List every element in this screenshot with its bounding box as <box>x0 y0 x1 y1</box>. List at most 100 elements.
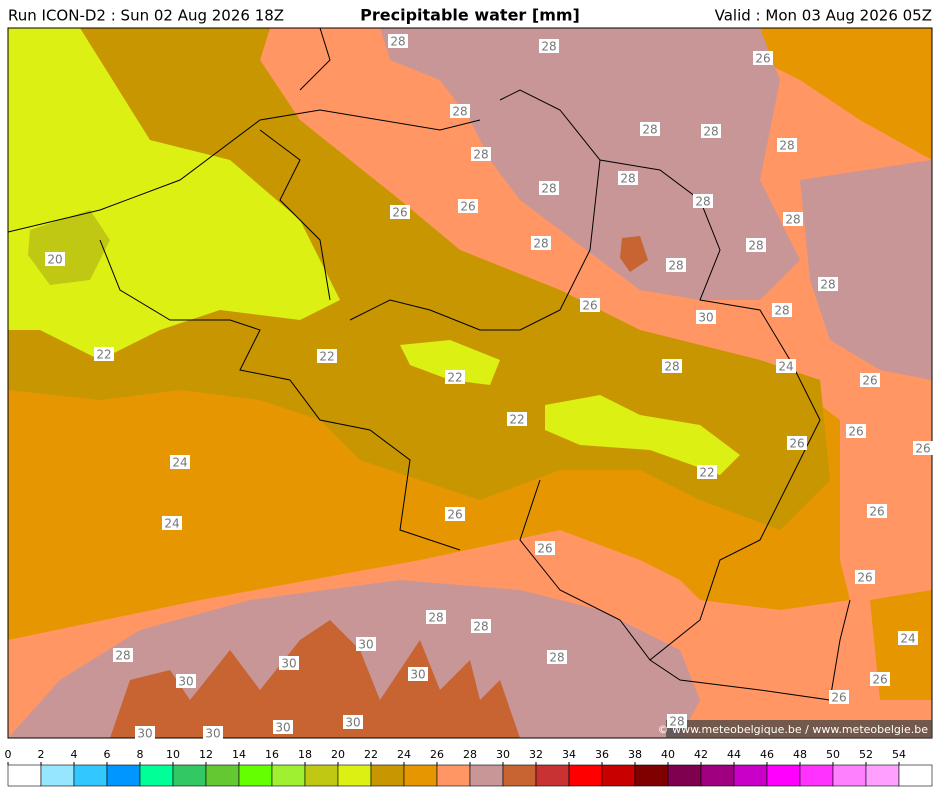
colorbar-tick-label: 24 <box>397 748 411 761</box>
contour-label: 22 <box>319 350 334 364</box>
colorbar-swatch <box>304 764 339 787</box>
colorbar-tick-label: 46 <box>760 748 774 761</box>
colorbar-tick-label: 14 <box>232 748 246 761</box>
contour-label-box <box>426 610 446 624</box>
colorbar-swatch <box>370 764 405 787</box>
contour-label: 26 <box>869 505 884 519</box>
contour-label: 22 <box>699 466 714 480</box>
colorbar-swatch <box>139 764 174 787</box>
colorbar-tick-label: 28 <box>463 748 477 761</box>
contour-label-box <box>580 298 600 312</box>
contour-label-box <box>408 667 428 681</box>
contour-label-box <box>783 212 803 226</box>
contour-label-box <box>746 238 766 252</box>
contour-label-box <box>507 412 527 426</box>
colorbar-swatch <box>40 764 75 787</box>
colorbar-tick-label: 0 <box>5 748 12 761</box>
contour-label-box <box>170 455 190 469</box>
colorbar-swatch <box>634 764 669 787</box>
run-label: Run ICON-D2 : Sun 02 Aug 2026 18Z <box>8 7 284 25</box>
contour-label-box <box>471 619 491 633</box>
contour-label: 26 <box>392 206 407 220</box>
valid-label: Valid : Mon 03 Aug 2026 05Z <box>715 7 932 25</box>
contour-label-box <box>445 507 465 521</box>
colorbar-swatch <box>766 764 801 787</box>
contour-label: 28 <box>541 40 556 54</box>
contour-label-box <box>390 205 410 219</box>
contour-label: 30 <box>275 721 290 735</box>
contour-label-box <box>388 34 408 48</box>
colorbar-swatch <box>568 764 603 787</box>
colorbar-swatch <box>502 764 537 787</box>
colorbar-swatch <box>832 764 867 787</box>
colorbar-swatch <box>865 764 900 787</box>
credit-box <box>666 720 932 738</box>
contour-label-box <box>776 359 796 373</box>
contour-label-box <box>531 236 551 250</box>
contour-label-box <box>753 51 773 65</box>
contour-label: 28 <box>748 239 763 253</box>
contour-label: 30 <box>358 638 373 652</box>
colorbar-tick-label: 20 <box>331 748 345 761</box>
contour-label: 28 <box>695 195 710 209</box>
contour-label-box <box>356 637 376 651</box>
colorbar-tick-label: 30 <box>496 748 510 761</box>
map-field <box>8 28 932 738</box>
contour-label: 22 <box>509 413 524 427</box>
contour-label-box <box>547 650 567 664</box>
contour-label: 28 <box>452 105 467 119</box>
contour-label: 28 <box>703 125 718 139</box>
colorbar-tick-label: 18 <box>298 748 312 761</box>
colorbar-tick-label: 22 <box>364 748 378 761</box>
contour-label-box <box>666 258 686 272</box>
contour-label: 28 <box>390 35 405 49</box>
contour-label-box <box>279 656 299 670</box>
contour-label: 30 <box>345 716 360 730</box>
contour-label: 30 <box>410 668 425 682</box>
colorbar-swatch <box>700 764 735 787</box>
colorbar-swatch <box>337 764 372 787</box>
contour-label: 28 <box>668 259 683 273</box>
contour-label: 24 <box>172 456 187 470</box>
contour-label: 28 <box>620 172 635 186</box>
contour-label-box <box>343 715 363 729</box>
contour-label-box <box>450 104 470 118</box>
contour-label-box <box>913 441 933 455</box>
colorbar-tick-label: 32 <box>529 748 543 761</box>
contour-label-box <box>860 373 880 387</box>
contour-label-box <box>867 504 887 518</box>
contour-label: 28 <box>785 213 800 227</box>
colorbar-swatch <box>535 764 570 787</box>
colorbar-tick-label: 48 <box>793 748 807 761</box>
contour-label-box <box>203 726 223 740</box>
contour-label: 28 <box>533 237 548 251</box>
contour-label-box <box>846 424 866 438</box>
contour-label-box <box>772 303 792 317</box>
contour-label-box <box>45 252 65 266</box>
contour-label: 28 <box>779 139 794 153</box>
credit: © www.meteobelgique.be / www.meteobelgie… <box>658 723 929 736</box>
contour-label: 30 <box>698 311 713 325</box>
contour-label-box <box>855 570 875 584</box>
colorbar-swatch <box>238 764 273 787</box>
contour-label-box <box>176 674 196 688</box>
contour-label: 24 <box>900 632 915 646</box>
contour-label: 28 <box>669 715 684 729</box>
colorbar-tick-label: 26 <box>430 748 444 761</box>
colorbar-tick-label: 10 <box>166 748 180 761</box>
contour-label: 26 <box>831 691 846 705</box>
colorbar-tick-label: 54 <box>892 748 906 761</box>
contour-label-box <box>697 465 717 479</box>
colorbar-tick-label: 38 <box>628 748 642 761</box>
colorbar-swatch <box>271 764 306 787</box>
contour-label-box <box>535 541 555 555</box>
colorbar-tick-label: 4 <box>71 748 78 761</box>
colorbar-tick-label: 52 <box>859 748 873 761</box>
colorbar-tick-label: 8 <box>137 748 144 761</box>
colorbar-tick-label: 40 <box>661 748 675 761</box>
contour-label: 28 <box>774 304 789 318</box>
contour-label: 26 <box>789 437 804 451</box>
contour-label-box <box>317 349 337 363</box>
contour-label: 26 <box>460 200 475 214</box>
colorbar-tick-label: 44 <box>727 748 741 761</box>
